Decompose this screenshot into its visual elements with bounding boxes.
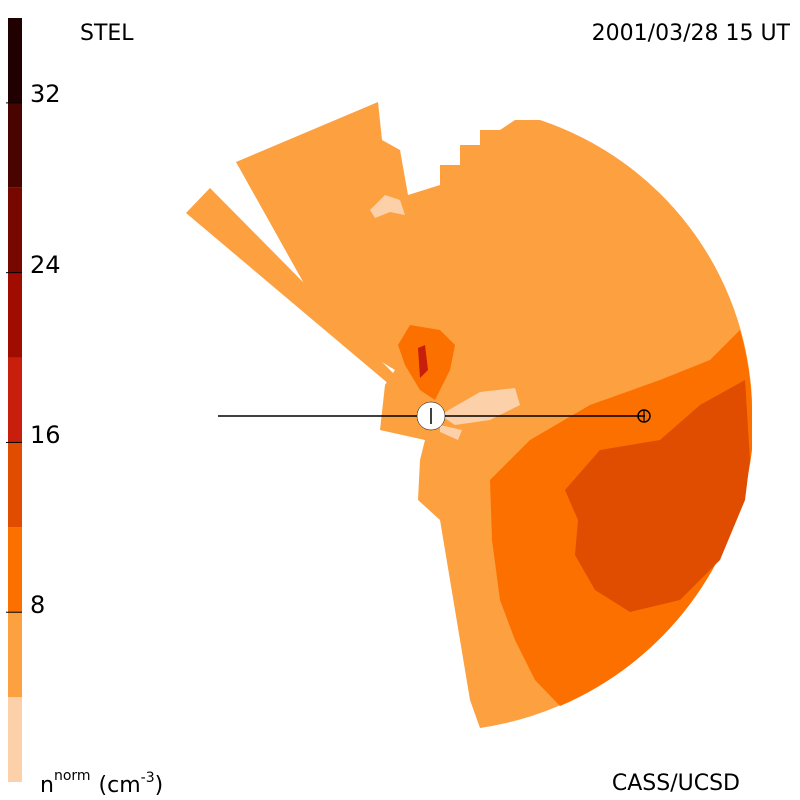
colorbar-segment-4	[8, 357, 22, 443]
colorbar-segment-0	[8, 697, 22, 782]
colorbar-segment-3	[8, 442, 22, 528]
colorbar-label-sup: norm	[54, 768, 91, 784]
colorbar-tick-24: 24	[30, 251, 61, 279]
colorbar-segment-1	[8, 612, 22, 698]
background-wedge	[186, 188, 395, 385]
colorbar-segment-6	[8, 187, 22, 273]
low-density-patch-lower	[440, 425, 462, 440]
enhancement-core	[565, 380, 750, 612]
density-field	[186, 102, 753, 728]
colorbar-segment-7	[8, 102, 22, 188]
colorbar-label-unit-open: (cm	[99, 773, 141, 798]
colorbar-label-unit-close: )	[155, 773, 164, 798]
colorbar-label: nnorm (cm-3)	[40, 768, 163, 798]
colorbar-tick-16: 16	[30, 421, 61, 449]
colorbar	[6, 18, 22, 782]
colorbar-segment-8	[8, 18, 22, 103]
colorbar-tick-32: 32	[30, 80, 61, 108]
instrument-label: STEL	[80, 21, 134, 46]
near-sun-peak	[418, 345, 428, 378]
colorbar-label-unit-sup: -3	[141, 770, 155, 786]
timestamp-label: 2001/03/28 15 UT	[592, 21, 791, 46]
colorbar-segment-2	[8, 527, 22, 613]
colorbar-tick-8: 8	[30, 591, 45, 619]
low-density-patch-upper	[370, 195, 405, 218]
colorbar-label-base: n	[40, 773, 54, 798]
credit-label: CASS/UCSD	[612, 771, 740, 796]
colorbar-segment-5	[8, 272, 22, 358]
